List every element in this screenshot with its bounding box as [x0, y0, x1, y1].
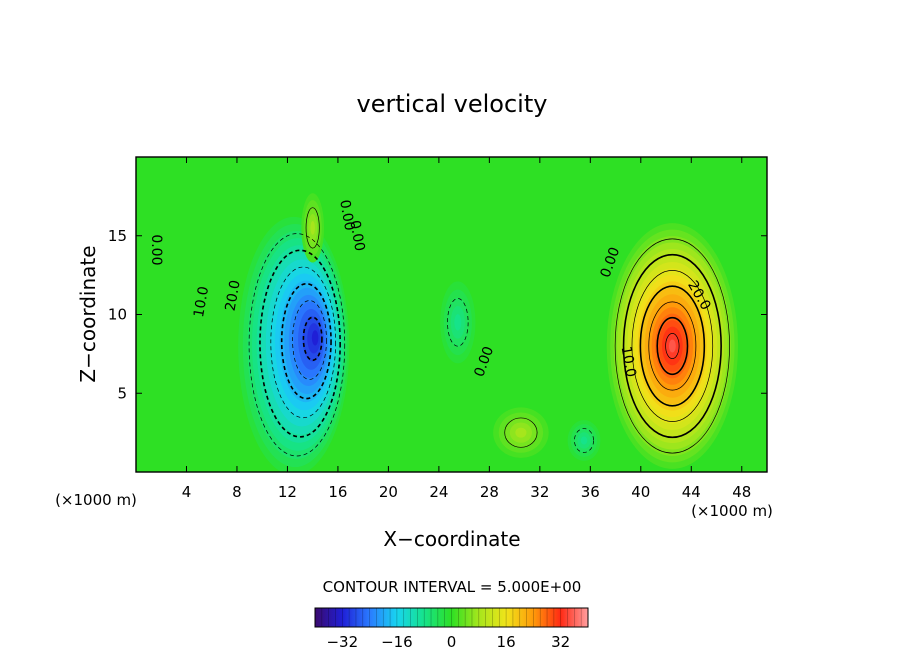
colorbar-tick-label: 0: [447, 633, 457, 651]
colorbar-tick-label: 32: [551, 633, 570, 651]
contour-line-positive: [639, 285, 706, 407]
contour-line-positive: [305, 207, 320, 249]
contour-label: 20.0: [223, 279, 244, 312]
colorbar-tick-label: −32: [326, 633, 358, 651]
x-axis-title: X−coordinate: [383, 527, 520, 551]
y-tick-label: 15: [108, 227, 127, 245]
contour-line-negative: [574, 428, 594, 453]
contour-label: 0.00: [346, 219, 367, 252]
contour-label: 10.0: [618, 345, 639, 378]
contour-lines: [248, 207, 730, 457]
x-tick-label: 4: [182, 483, 192, 501]
y-axis-title: Z−coordinate: [76, 245, 100, 382]
x-tick-label: 8: [232, 483, 242, 501]
velocity-field: [238, 193, 738, 472]
contour-line-positive: [656, 316, 689, 376]
x-tick-label: 32: [530, 483, 549, 501]
contour-label: 0.00: [148, 234, 164, 265]
x-tick-label: 40: [631, 483, 650, 501]
x-tick-label: 16: [328, 483, 347, 501]
colorbar-ticks: −32 −16 0 16 32: [326, 633, 570, 651]
y-unit-label: (×1000 m): [691, 502, 773, 520]
contour-line-negative: [292, 300, 327, 380]
contour-label: 0.00: [336, 199, 357, 232]
x-tick-label: 44: [682, 483, 701, 501]
y-axis: 5 10 15: [108, 227, 767, 402]
y-tick-label: 5: [117, 384, 127, 402]
chart-title: vertical velocity: [357, 90, 548, 118]
field-band: [310, 220, 315, 235]
colorbar-tick-label: −16: [381, 633, 413, 651]
contour-line-negative: [447, 298, 469, 347]
field-band: [668, 339, 676, 353]
x-axis: 4 8 12 16 20 24 28 32 36 40 44 48: [182, 157, 751, 501]
x-tick-label: 24: [429, 483, 448, 501]
contour-line-negative: [248, 233, 346, 457]
contour-line-negative: [259, 249, 341, 438]
contour-line-positive: [648, 301, 697, 391]
x-tick-label: 48: [732, 483, 751, 501]
x-tick-label: 12: [278, 483, 297, 501]
field-band: [454, 314, 462, 331]
y-tick-label: 10: [108, 306, 127, 324]
contour-line-positive: [665, 333, 680, 359]
x-tick-label: 28: [480, 483, 499, 501]
colorbar-stripes: [321, 608, 582, 627]
field-band: [515, 427, 527, 438]
colorbar-bar: [314, 607, 589, 628]
contour-line-negative: [270, 266, 336, 419]
colorbar: −32 −16 0 16 32: [314, 607, 589, 651]
contour-line-negative: [280, 282, 332, 400]
contour-label: 10.0: [191, 285, 212, 318]
x-unit-label: (×1000 m): [55, 491, 137, 509]
x-tick-label: 20: [379, 483, 398, 501]
contour-line-positive: [622, 253, 722, 439]
contour-line-positive: [504, 417, 538, 448]
contour-line-positive: [614, 238, 730, 454]
field-band: [580, 436, 588, 445]
contour-line-negative: [302, 316, 323, 362]
x-tick-label: 36: [581, 483, 600, 501]
colorbar-tick-label: 16: [497, 633, 516, 651]
contour-interval-text: CONTOUR INTERVAL = 5.000E+00: [323, 578, 582, 596]
field-band: [311, 330, 319, 346]
contour-line-positive: [631, 270, 714, 422]
